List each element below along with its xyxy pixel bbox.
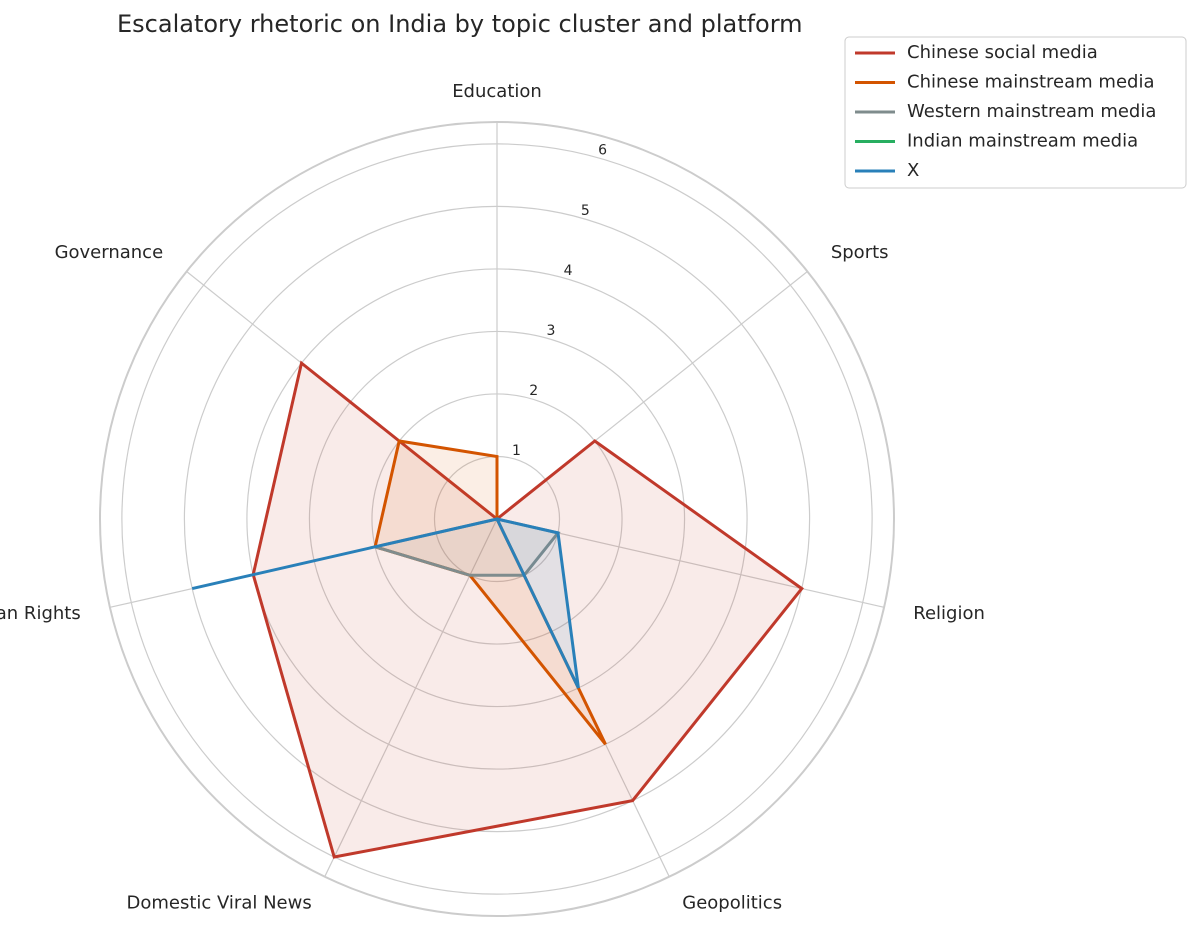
category-label: Domestic Viral News xyxy=(126,893,311,914)
r-tick-label: 3 xyxy=(546,323,555,339)
legend-box xyxy=(844,36,1187,189)
r-tick-label: 4 xyxy=(564,263,573,279)
category-label: Sports xyxy=(831,242,889,263)
r-tick-label: 6 xyxy=(598,143,607,159)
legend-label: X xyxy=(907,160,919,181)
category-label: Governance xyxy=(55,242,164,263)
legend-label: Indian mainstream media xyxy=(907,131,1138,152)
r-tick-label: 1 xyxy=(512,443,521,459)
legend-label: Chinese mainstream media xyxy=(907,72,1154,93)
series-area xyxy=(192,519,579,688)
category-label: Religion xyxy=(913,603,985,624)
outer-ring xyxy=(99,121,895,917)
r-tick-label: 2 xyxy=(529,383,538,399)
r-tick-label: 5 xyxy=(581,203,590,219)
category-label: Geopolitics xyxy=(682,893,782,914)
category-label: Human Rights xyxy=(0,603,81,624)
legend-label: Chinese social media xyxy=(907,42,1098,63)
grid-spoke xyxy=(496,518,885,608)
legend-label: Western mainstream media xyxy=(907,101,1156,122)
series-area xyxy=(375,441,606,745)
chart-title: Escalatory rhetoric on India by topic cl… xyxy=(117,10,803,38)
series-line xyxy=(251,360,804,859)
series-line xyxy=(191,517,580,689)
category-label: Education xyxy=(452,81,542,102)
grid-spoke xyxy=(324,518,498,877)
series-area xyxy=(375,519,558,576)
